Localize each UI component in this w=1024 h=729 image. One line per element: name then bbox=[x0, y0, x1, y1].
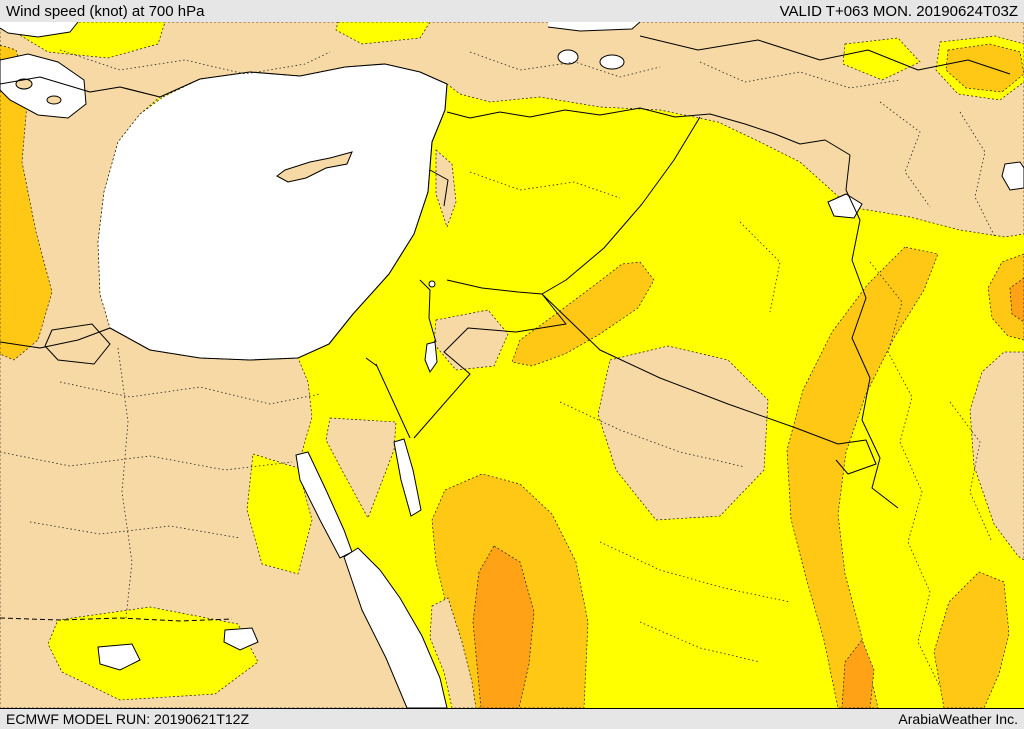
model-run-bar: ECMWF MODEL RUN: 20190621T12Z ArabiaWeat… bbox=[0, 708, 1024, 729]
region-east-edge-tan bbox=[969, 351, 1024, 561]
lake-urmia bbox=[1001, 161, 1024, 191]
region-central-arabia-tan bbox=[597, 345, 769, 521]
nile-lake-east bbox=[223, 627, 259, 651]
dead-sea bbox=[424, 341, 438, 374]
valid-time-label: VALID T+063 MON. 20190624T03Z bbox=[779, 2, 1018, 20]
wind-speed-map bbox=[0, 22, 1024, 708]
core-red-sea bbox=[472, 545, 535, 708]
wind-max-east-arc bbox=[786, 246, 939, 708]
attribution-label: ArabiaWeather Inc. bbox=[898, 711, 1018, 727]
province-borders-dotted bbox=[0, 49, 996, 688]
region-jordan-tan bbox=[433, 309, 509, 371]
very-strong-wind-cores bbox=[472, 277, 1024, 708]
region-anatolia-tan bbox=[0, 22, 1024, 238]
map-title-bar: Wind speed (knot) at 700 hPa VALID T+063… bbox=[0, 0, 1024, 22]
wind-max-east-edge-patch bbox=[987, 253, 1024, 341]
core-east-edge bbox=[1009, 277, 1024, 323]
region-sinai-tan bbox=[325, 417, 397, 519]
model-run-label: ECMWF MODEL RUN: 20190621T12Z bbox=[6, 711, 249, 727]
sea-of-galilee bbox=[428, 280, 436, 288]
light-wind-regions bbox=[0, 22, 1024, 708]
border-egypt-sudan bbox=[0, 617, 233, 622]
core-east-arc bbox=[841, 639, 875, 708]
pocket-north-yellow bbox=[335, 22, 431, 45]
red-sea bbox=[343, 547, 448, 708]
lake-salt-east bbox=[599, 54, 625, 70]
black-sea-west bbox=[0, 22, 78, 37]
calm-regions bbox=[0, 22, 1024, 708]
region-lebanon-tan bbox=[435, 149, 457, 229]
gulf-of-aqaba bbox=[393, 438, 422, 517]
black-sea-center bbox=[548, 22, 640, 31]
nile-lake-west bbox=[97, 643, 141, 671]
map-title: Wind speed (knot) at 700 hPa bbox=[6, 2, 205, 20]
country-borders bbox=[0, 22, 1011, 509]
pocket-southwest-yellow bbox=[47, 606, 259, 701]
region-hejaz-coast-tan bbox=[429, 597, 477, 708]
pocket-northeast-yellow bbox=[842, 37, 921, 81]
wind-max-southeast-band bbox=[933, 571, 1010, 708]
lake-tuz bbox=[557, 49, 579, 65]
wind-max-corner-patch bbox=[945, 43, 1024, 93]
aegean-islet-1 bbox=[15, 78, 33, 90]
coastline bbox=[0, 63, 448, 361]
aegean-islet-2 bbox=[46, 95, 62, 105]
lake-van bbox=[827, 193, 863, 219]
cyprus-island bbox=[276, 151, 353, 183]
aegean-sea bbox=[0, 53, 87, 119]
wind-max-center-patch bbox=[511, 261, 655, 367]
strong-wind-regions bbox=[0, 43, 1024, 708]
